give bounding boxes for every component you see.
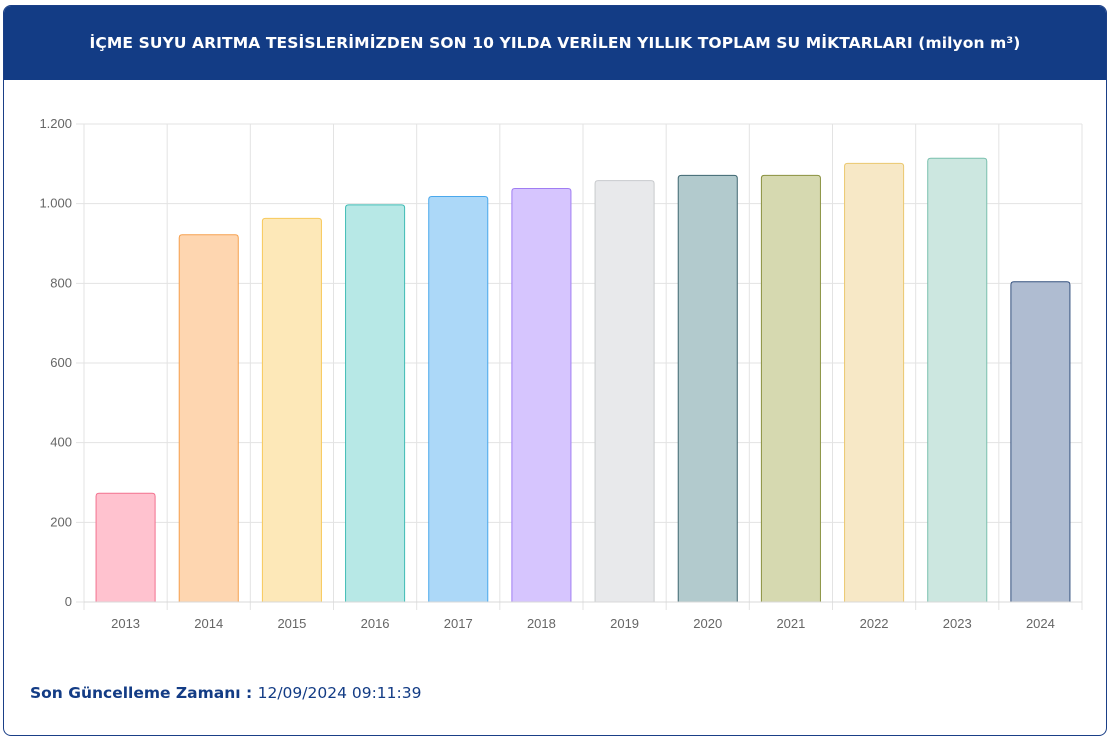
x-tick-label: 2024 <box>1026 616 1055 631</box>
bar-2024 <box>1010 281 1071 602</box>
x-tick-label: 2014 <box>194 616 223 631</box>
last-updated-separator: : <box>240 684 258 702</box>
chart-card: İÇME SUYU ARITMA TESİSLERİMİZDEN SON 10 … <box>3 5 1107 736</box>
bar-2020 <box>677 174 738 602</box>
x-tick-label: 2019 <box>610 616 639 631</box>
last-updated-label: Son Güncelleme Zamanı <box>30 684 241 702</box>
bar-2019 <box>594 180 655 602</box>
y-tick-label: 600 <box>50 355 72 370</box>
bar-2015 <box>261 217 322 602</box>
y-tick-label: 400 <box>50 435 72 450</box>
x-tick-label: 2020 <box>693 616 722 631</box>
y-tick-label: 0 <box>65 594 72 609</box>
x-tick-label: 2021 <box>776 616 805 631</box>
bar-2016 <box>345 204 406 602</box>
bar-2021 <box>760 174 821 602</box>
bar-2013 <box>95 492 156 602</box>
x-tick-label: 2016 <box>361 616 390 631</box>
bar-2017 <box>428 195 489 602</box>
chart-header: İÇME SUYU ARITMA TESİSLERİMİZDEN SON 10 … <box>4 6 1106 80</box>
x-tick-label: 2017 <box>444 616 473 631</box>
bar-chart: 0 200 400 600 800 1.000 1.200 2013 2014 2015 2016 2… <box>39 116 1083 631</box>
chart-area: 0 200 400 600 800 1.000 1.200 2013 2014 2015 2016 2… <box>4 80 1106 640</box>
x-tick-label: 2018 <box>527 616 556 631</box>
x-tick-label: 2022 <box>860 616 889 631</box>
last-updated: Son Güncelleme Zamanı : 12/09/2024 09:11… <box>30 684 421 702</box>
y-tick-label: 200 <box>50 514 72 529</box>
bar-2023 <box>927 157 988 602</box>
y-tick-label: 1.000 <box>39 196 72 211</box>
bar-2022 <box>844 162 905 602</box>
chart-title: İÇME SUYU ARITMA TESİSLERİMİZDEN SON 10 … <box>89 34 1021 52</box>
x-tick-label: 2023 <box>943 616 972 631</box>
bar-2018 <box>511 188 572 602</box>
y-tick-label: 800 <box>50 275 72 290</box>
last-updated-value: 12/09/2024 09:11:39 <box>257 684 422 702</box>
x-tick-label: 2013 <box>111 616 140 631</box>
y-tick-label: 1.200 <box>39 116 72 131</box>
bar-2014 <box>178 234 239 602</box>
x-tick-label: 2015 <box>277 616 306 631</box>
